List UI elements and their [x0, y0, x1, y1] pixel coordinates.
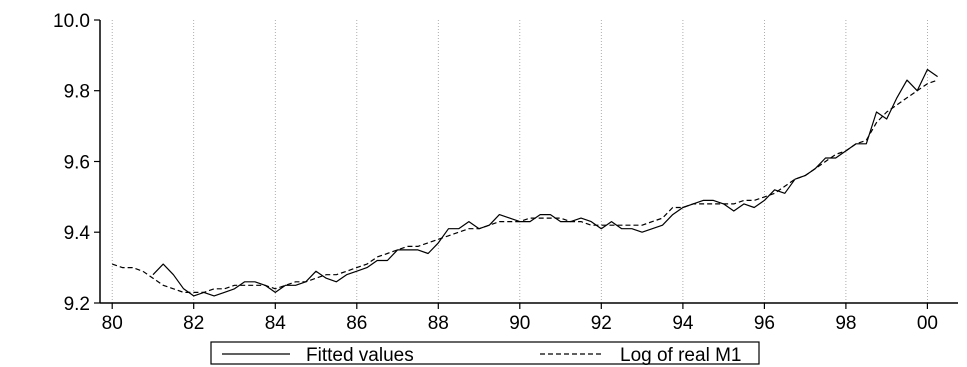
y-tick-label: 9.2 — [64, 294, 90, 315]
series-line-log-of-real-m1 — [112, 79, 938, 293]
x-tick-label: 86 — [346, 313, 367, 334]
y-tick-label: 9.6 — [64, 153, 90, 174]
x-tick-label: 92 — [591, 313, 612, 334]
x-tick-label: 94 — [672, 313, 694, 334]
x-tick-label: 98 — [835, 313, 856, 334]
y-tick-label: 9.4 — [64, 223, 91, 244]
x-tick-label: 96 — [754, 313, 775, 334]
y-tick-label: 10.0 — [53, 11, 90, 32]
axes — [99, 20, 958, 304]
x-tick-label: 90 — [509, 313, 530, 334]
legend: Fitted values Log of real M1 — [210, 341, 760, 366]
x-ticks: 80 82 84 86 88 90 92 94 96 98 00 — [102, 303, 938, 334]
y-tick-label: 9.8 — [64, 82, 90, 103]
x-tick-label: 88 — [428, 313, 449, 334]
x-tick-label: 82 — [183, 313, 204, 334]
legend-box — [210, 341, 760, 365]
series-line-fitted-values — [152, 68, 938, 297]
grid-lines — [111, 20, 928, 303]
legend-label-fitted-values: Fitted values — [306, 345, 414, 366]
series-lines — [112, 68, 938, 297]
legend-label-log-of-real-m1: Log of real M1 — [620, 345, 741, 366]
y-ticks: 9.2 9.4 9.6 9.8 10.0 — [53, 11, 100, 315]
x-tick-label: 80 — [102, 313, 123, 334]
x-tick-label: 00 — [917, 313, 938, 334]
x-tick-label: 84 — [265, 313, 287, 334]
